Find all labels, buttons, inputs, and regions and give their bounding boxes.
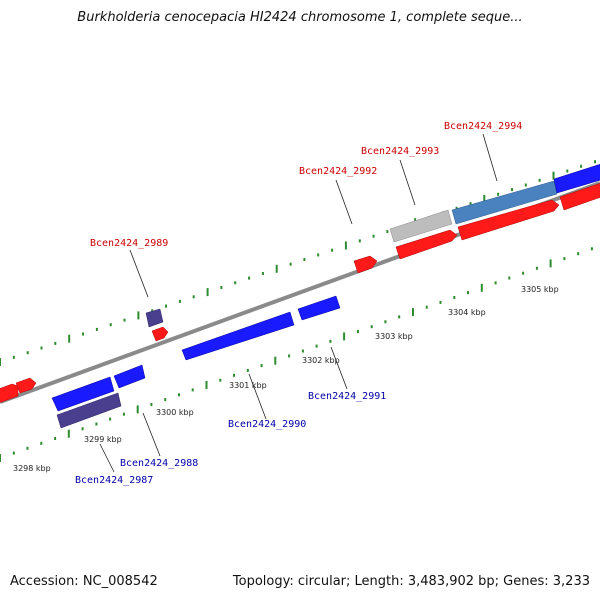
gene-bcen2424-2993[interactable] bbox=[389, 209, 453, 243]
scale-tick-label: 3303 kbp bbox=[375, 332, 413, 341]
reverse-strand-genes bbox=[51, 295, 341, 429]
scale-tick-label: 3298 kbp bbox=[13, 464, 51, 473]
map-title: Burkholderia cenocepacia HI2424 chromoso… bbox=[77, 10, 523, 25]
scale-tick-label: 3301 kbp bbox=[229, 381, 267, 390]
scale-labels: 3298 kbp 3299 kbp 3300 kbp 3301 kbp 3302… bbox=[13, 285, 559, 473]
accession-info: Accession: NC_008542 bbox=[10, 574, 158, 589]
gene-arrow-forward[interactable] bbox=[0, 383, 19, 404]
gene-bcen2424-2988[interactable] bbox=[51, 376, 115, 412]
gene-label-bcen2424-2987[interactable]: Bcen2424_2987 bbox=[75, 475, 153, 486]
scale-tick-label: 3302 kbp bbox=[302, 356, 340, 365]
top-tick-track bbox=[0, 160, 596, 366]
gene-label-bcen2424-2990[interactable]: Bcen2424_2990 bbox=[228, 419, 306, 430]
gene-arrow-reverse[interactable] bbox=[113, 364, 146, 389]
gene-labels: Bcen2424_2989 Bcen2424_2992 Bcen2424_299… bbox=[75, 121, 522, 486]
forward-strand-genes bbox=[0, 163, 600, 404]
gene-arrow-forward[interactable] bbox=[15, 377, 37, 394]
gene-label-bcen2424-2991[interactable]: Bcen2424_2991 bbox=[308, 391, 386, 402]
scale-tick-label: 3300 kbp bbox=[156, 408, 194, 417]
scale-tick-label: 3305 kbp bbox=[521, 285, 559, 294]
scale-tick-label: 3299 kbp bbox=[84, 435, 122, 444]
gene-label-bcen2424-2994[interactable]: Bcen2424_2994 bbox=[444, 121, 522, 132]
gene-bcen2424-2993-fwd[interactable] bbox=[395, 229, 458, 260]
gene-bcen2424-2987[interactable] bbox=[56, 392, 122, 429]
gene-label-bcen2424-2989[interactable]: Bcen2424_2989 bbox=[90, 238, 168, 249]
gene-bcen2424-2994[interactable] bbox=[451, 180, 558, 225]
gene-label-bcen2424-2993[interactable]: Bcen2424_2993 bbox=[361, 146, 439, 157]
scale-tick-label: 3304 kbp bbox=[448, 308, 486, 317]
gene-bcen2424-2989-upper[interactable] bbox=[145, 308, 164, 328]
gene-bcen2424-2991[interactable] bbox=[297, 295, 341, 321]
gene-arrow-reverse[interactable] bbox=[553, 163, 600, 194]
gene-bcen2424-2994-fwd[interactable] bbox=[457, 199, 560, 241]
label-leader-lines bbox=[99, 133, 498, 473]
genome-summary: Topology: circular; Length: 3,483,902 bp… bbox=[232, 574, 590, 589]
gene-bcen2424-2989[interactable] bbox=[151, 326, 169, 342]
gene-arrow-forward[interactable] bbox=[559, 182, 600, 211]
gene-label-bcen2424-2992[interactable]: Bcen2424_2992 bbox=[299, 166, 377, 177]
gene-bcen2424-2990[interactable] bbox=[181, 311, 295, 361]
bottom-tick-track bbox=[0, 247, 593, 462]
gene-bcen2424-2992[interactable] bbox=[353, 255, 378, 274]
gene-label-bcen2424-2988[interactable]: Bcen2424_2988 bbox=[120, 458, 198, 469]
